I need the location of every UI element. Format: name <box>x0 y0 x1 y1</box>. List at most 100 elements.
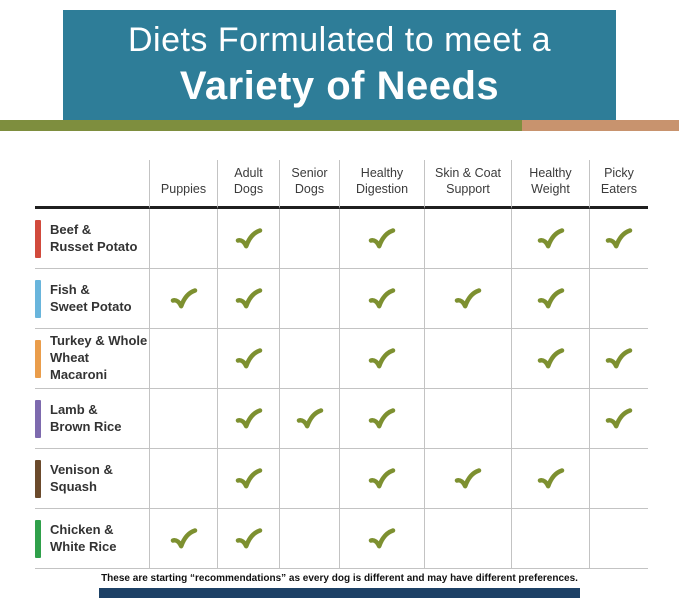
row-accent-bar <box>35 219 41 258</box>
table-corner-cell <box>35 160 150 209</box>
check-cell <box>280 509 340 569</box>
check-icon <box>235 527 262 548</box>
check-cell <box>425 269 512 329</box>
diet-name-line2: Brown Rice <box>50 418 122 434</box>
check-icon <box>537 347 564 368</box>
column-header: Healthy Digestion <box>340 160 425 209</box>
check-cell <box>280 449 340 509</box>
check-icon <box>537 467 564 488</box>
check-cell <box>218 389 280 449</box>
diet-name: Chicken & White Rice <box>50 522 116 556</box>
check-icon <box>235 407 262 428</box>
diet-name-line2: Russet Potato <box>50 238 138 254</box>
check-icon <box>368 407 396 428</box>
row-accent-bar <box>35 339 41 378</box>
header-title-line1: Diets Formulated to meet a <box>127 21 552 59</box>
diet-name-line2: Sweet Potato <box>50 298 132 314</box>
check-cell <box>340 209 425 269</box>
diet-name-line1: Fish & <box>50 281 90 297</box>
check-cell <box>280 209 340 269</box>
diet-name: Beef & Russet Potato <box>50 222 137 256</box>
check-icon <box>235 467 262 488</box>
diet-name-line1: Venison & <box>50 461 113 477</box>
check-cell <box>590 269 648 329</box>
row-accent-bar <box>35 399 41 438</box>
column-header: Picky Eaters <box>590 160 648 209</box>
column-header: Healthy Weight <box>512 160 590 209</box>
accent-strip-olive <box>0 120 522 131</box>
column-header: Puppies <box>150 160 218 209</box>
check-cell <box>218 449 280 509</box>
check-icon <box>368 287 396 308</box>
check-cell <box>512 389 590 449</box>
diet-name: Turkey & Whole Wheat Macaroni <box>50 333 149 384</box>
check-cell <box>218 209 280 269</box>
check-cell <box>340 509 425 569</box>
check-icon <box>368 227 396 248</box>
check-cell <box>340 269 425 329</box>
diet-row-label-cell: Beef & Russet Potato <box>35 209 150 269</box>
check-cell <box>150 509 218 569</box>
check-icon <box>605 347 633 368</box>
check-cell <box>512 209 590 269</box>
check-icon <box>170 527 197 548</box>
check-cell <box>512 329 590 389</box>
check-cell <box>425 209 512 269</box>
check-cell <box>425 449 512 509</box>
check-cell <box>512 449 590 509</box>
check-cell <box>218 269 280 329</box>
check-cell <box>150 209 218 269</box>
column-header: Senior Dogs <box>280 160 340 209</box>
check-icon <box>368 467 396 488</box>
check-icon <box>368 527 396 548</box>
diet-row-label-cell: Venison & Squash <box>35 449 150 509</box>
check-cell <box>590 389 648 449</box>
check-icon <box>296 407 323 428</box>
row-accent-bar <box>35 459 41 498</box>
column-header: Adult Dogs <box>218 160 280 209</box>
check-cell <box>150 449 218 509</box>
check-icon <box>537 287 564 308</box>
diet-name-line1: Turkey & Whole <box>50 333 148 349</box>
check-cell <box>280 389 340 449</box>
check-cell <box>340 449 425 509</box>
check-icon <box>235 287 262 308</box>
header-title-line2: Variety of Needs <box>179 64 500 108</box>
check-icon <box>170 287 197 308</box>
accent-strip-tan <box>522 120 679 131</box>
check-icon <box>454 287 482 308</box>
diet-name-line2: White Rice <box>50 538 117 554</box>
row-accent-bar <box>35 519 41 558</box>
diet-row-label-cell: Fish & Sweet Potato <box>35 269 150 329</box>
column-header: Skin & Coat Support <box>425 160 512 209</box>
check-cell <box>590 449 648 509</box>
check-cell <box>280 329 340 389</box>
diet-name: Fish & Sweet Potato <box>50 282 132 316</box>
header-banner: Diets Formulated to meet a Variety of Ne… <box>63 10 616 120</box>
diet-row-label-cell: Lamb & Brown Rice <box>35 389 150 449</box>
check-cell <box>590 509 648 569</box>
check-cell <box>218 329 280 389</box>
footnote: These are starting “recommendations” as … <box>101 573 578 584</box>
accent-strip <box>0 120 679 131</box>
diet-row-label-cell: Chicken & White Rice <box>35 509 150 569</box>
check-cell <box>150 389 218 449</box>
check-cell <box>150 329 218 389</box>
check-cell <box>590 329 648 389</box>
diet-name-line1: Chicken & <box>50 521 114 537</box>
diet-name-line2: Wheat Macaroni <box>50 350 108 382</box>
check-cell <box>425 389 512 449</box>
check-cell <box>280 269 340 329</box>
check-icon <box>235 227 262 248</box>
diet-comparison-table: Puppies Adult Dogs Senior Dogs Healthy Dige… <box>35 160 648 569</box>
check-cell <box>425 509 512 569</box>
check-cell <box>512 269 590 329</box>
check-icon <box>605 227 633 248</box>
check-cell <box>590 209 648 269</box>
diet-name-line1: Lamb & <box>50 401 98 417</box>
diet-name: Venison & Squash <box>50 462 113 496</box>
check-icon <box>537 227 564 248</box>
check-cell <box>218 509 280 569</box>
check-icon <box>454 467 482 488</box>
